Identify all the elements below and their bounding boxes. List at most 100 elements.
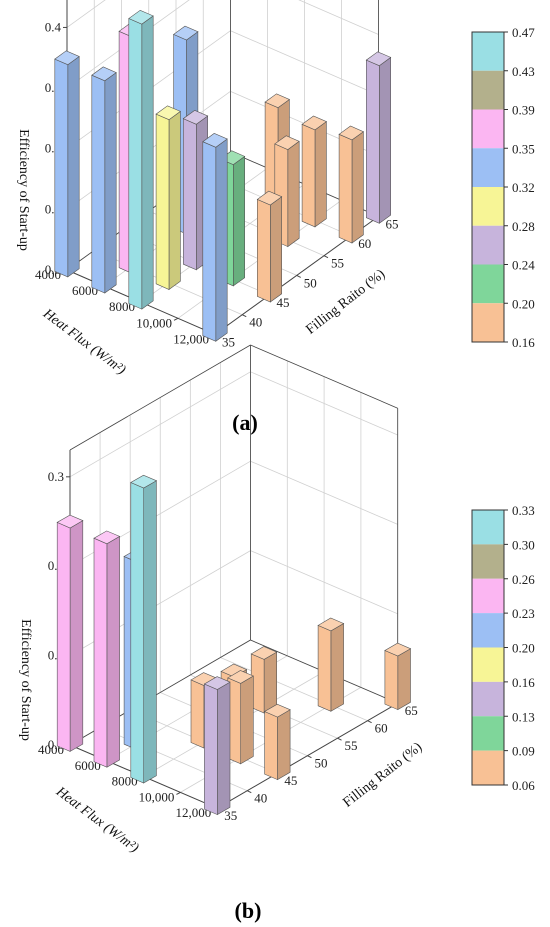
bar [317,617,345,712]
z-tick-label: 0.4 [45,19,62,34]
colorbar-swatch [472,647,504,682]
colorbar-swatch [472,148,504,187]
bar-side [168,110,181,291]
bar-front [128,18,143,310]
bar [155,105,182,291]
colorbar-swatch [472,32,504,71]
bar-front [365,59,380,224]
colorbar-swatch [472,544,504,579]
y-tick [296,274,301,278]
bar [202,133,228,342]
bar-front [338,133,353,244]
colorbar-swatch [472,187,504,226]
axis-line [69,344,251,451]
colorbar-tick-label: 0.09 [512,744,535,759]
colorbar-swatch [472,70,504,110]
bar-side [277,709,291,781]
bar-top [128,9,154,25]
bar-front [264,711,278,781]
bar-top [365,51,392,67]
grid-line [66,0,106,28]
bar-side [106,535,120,768]
colorbar-swatch [472,578,504,614]
bar-top [250,646,278,660]
bar-top [91,66,117,82]
bar-side [378,56,392,224]
bar-top [155,105,182,121]
bar-top [202,133,228,148]
bar-front [54,58,69,278]
x-axis-title: Heat Flux (W/m²) [39,306,128,378]
y-tick-label: 50 [314,756,327,771]
bar-side [287,140,300,248]
colorbar-tick-label: 0.26 [512,572,535,587]
colorbar-tick-label: 0.20 [512,296,535,311]
x-tick-label: 10,000 [136,315,172,330]
x-tick [176,791,181,795]
bar-top [264,93,291,109]
bar [250,646,278,714]
bar-top [384,642,412,657]
bar-top [301,115,328,131]
bar-top [130,474,158,489]
colorbar: 0.33 0.30 0.26 0.23 0.20 0.16 0.13 0.09 0.06 [471,503,535,793]
bar [365,51,392,224]
bar-front [183,118,197,271]
y-tick-label: 40 [249,315,262,330]
bar-top [54,50,80,66]
y-tick-label: 60 [358,236,371,251]
colorbar: 0.47 0.43 0.39 0.35 0.32 0.28 0.24 0.20 0.16 [471,25,535,350]
colorbar-tick-label: 0.23 [512,606,535,621]
bar-front [155,113,170,290]
bar-top [256,190,283,206]
colorbar-tick-label: 0.16 [512,335,535,350]
z-axis-title: Efficiency of Start-up [18,619,33,741]
y-tick-label: 35 [222,334,235,349]
bar-side [215,138,228,342]
colorbar-swatch [472,225,504,265]
axis-line [250,344,398,409]
colorbar-swatch [472,264,504,304]
y-tick-label: 55 [331,256,344,271]
colorbar-tick-label: 0.13 [512,709,535,724]
grid-line [250,371,398,436]
bar [54,50,80,278]
bar-top [172,25,199,41]
bar-top [338,125,365,141]
bar [128,9,154,310]
bar [256,190,283,303]
colorbar-swatch [472,613,504,648]
bar-side [240,675,254,765]
bar-side [351,131,364,244]
colorbar-tick-label: 0.20 [512,641,535,656]
y-tick [337,737,342,741]
bar [263,703,291,781]
bar-front [91,74,106,294]
colorbar-tick-label: 0.33 [512,503,535,518]
colorbar-tick-label: 0.47 [512,25,535,40]
bar-front [317,624,332,712]
colorbar-tick-label: 0.30 [512,537,535,552]
colorbar-tick-label: 0.43 [512,64,535,79]
z-tick-label: 0.3 [48,469,64,484]
bar-top [203,676,231,690]
bar-front [301,123,316,228]
bar-top [93,530,121,545]
bar-front [204,683,218,816]
y-tick-label: 55 [345,738,358,753]
y-tick [307,755,312,759]
bar-top [263,703,291,718]
y-tick-label: 65 [405,703,418,718]
colorbar-tick-label: 0.32 [512,180,535,195]
grid-line [298,0,379,35]
bar-front [130,482,144,784]
colorbar-tick-label: 0.16 [512,675,535,690]
colorbar-swatch [472,109,504,149]
x-tick [173,317,179,321]
z-axis-title: Efficiency of Start-up [16,129,31,251]
bar [91,66,117,294]
bar-side [143,480,157,784]
